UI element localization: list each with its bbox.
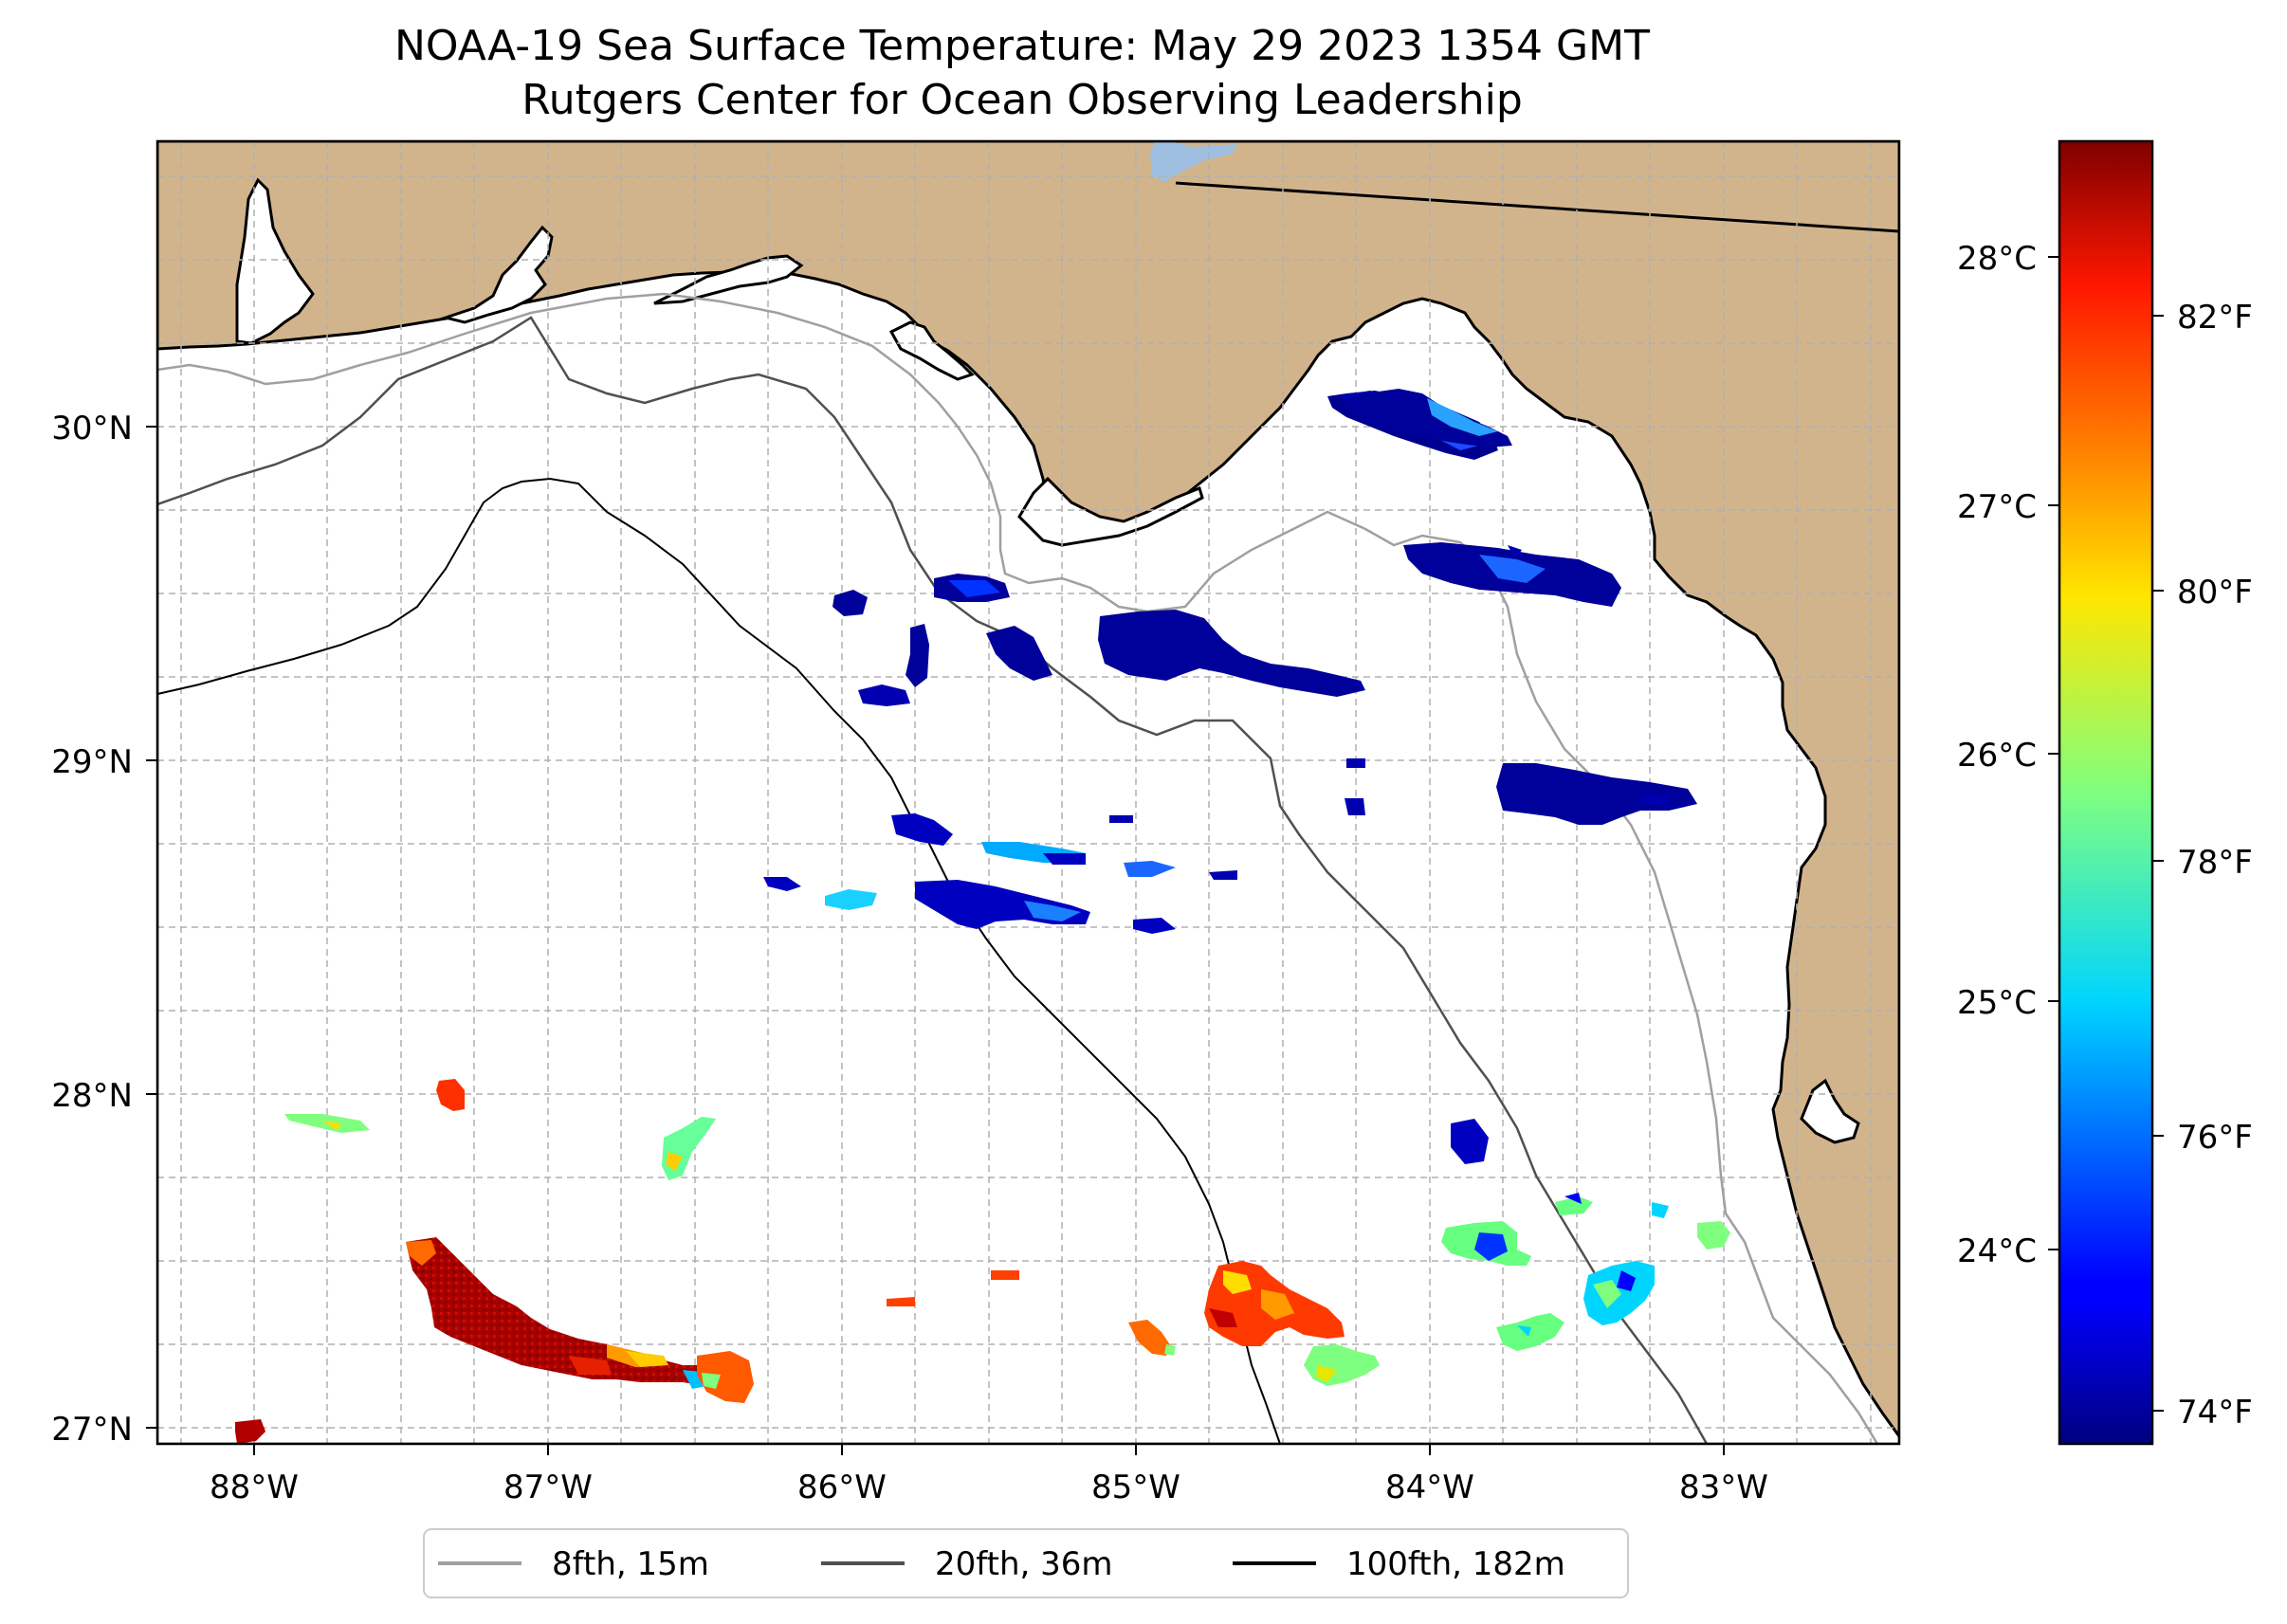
map-frame-outline [156, 139, 1901, 1446]
colorbar-celsius-27: 27°C [1957, 488, 2037, 526]
sst-patches-mid [763, 545, 1669, 1164]
colorbar-celsius-24: 24°C [1957, 1232, 2037, 1270]
colorbar-fahrenheit-74: 74°F [2177, 1394, 2253, 1432]
colorbar-fahrenheit-82: 82°F [2177, 299, 2253, 337]
lon-label-85w: 85°W [1091, 1469, 1180, 1506]
apalachicola-bay [1017, 476, 1204, 547]
lon-label-87w: 87°W [503, 1469, 593, 1506]
isobath-legend: 8fth, 15m 20fth, 36m 100fth, 182m [423, 1528, 1629, 1598]
isobath-8fth [157, 292, 1879, 1444]
lon-label-88w: 88°W [210, 1469, 299, 1506]
sst-patches-cold [832, 391, 1697, 825]
colorbar-fahrenheit-78: 78°F [2177, 844, 2253, 882]
sst-patch-coastal-north-edge [1427, 398, 1498, 436]
lake [1150, 142, 1237, 182]
colorbar: 28°C 27°C 26°C 25°C 24°C 82°F 80°F 78°F … [1957, 139, 2253, 1446]
sst-patches-warm [235, 1079, 1380, 1444]
lat-label-30n: 30°N [51, 410, 133, 447]
colorbar-celsius-26: 26°C [1957, 737, 2037, 775]
st-andrew-bay [888, 320, 975, 381]
pensacola-bay [440, 225, 554, 324]
title-line-2: Rutgers Center for Ocean Observing Leade… [521, 76, 1523, 124]
lat-label-27n: 27°N [51, 1411, 133, 1449]
choctawhatchee-bay [653, 254, 804, 305]
axis-ticks [146, 426, 1725, 1455]
map-panel [157, 141, 1899, 1444]
isobath-100fth [157, 477, 1281, 1444]
legend-box [423, 1528, 1629, 1598]
colorbar-celsius-28: 28°C [1957, 240, 2037, 278]
lon-label-83w: 83°W [1679, 1469, 1768, 1506]
title-line-1: NOAA-19 Sea Surface Temperature: May 29 … [394, 22, 1650, 70]
colorbar-gradient [2058, 139, 2154, 1446]
legend-label-8fth: 8fth, 15m [552, 1545, 709, 1583]
lat-label-29n: 29°N [51, 743, 133, 781]
lat-label-28n: 28°N [51, 1077, 133, 1115]
sst-patches-southeast [1441, 1193, 1730, 1351]
colorbar-fahrenheit-76: 76°F [2177, 1119, 2253, 1157]
legend-label-100fth: 100fth, 182m [1346, 1545, 1565, 1583]
state-boundary [1175, 181, 1899, 233]
tampa-bay [1800, 1078, 1860, 1144]
colorbar-fahrenheit-80: 80°F [2177, 574, 2253, 611]
lon-label-84w: 84°W [1385, 1469, 1474, 1506]
colorbar-celsius-25: 25°C [1957, 984, 2037, 1022]
mobile-bay [235, 177, 315, 345]
lon-label-86w: 86°W [797, 1469, 887, 1506]
legend-label-20fth: 20fth, 36m [935, 1545, 1113, 1583]
land-mass [157, 141, 1899, 1439]
